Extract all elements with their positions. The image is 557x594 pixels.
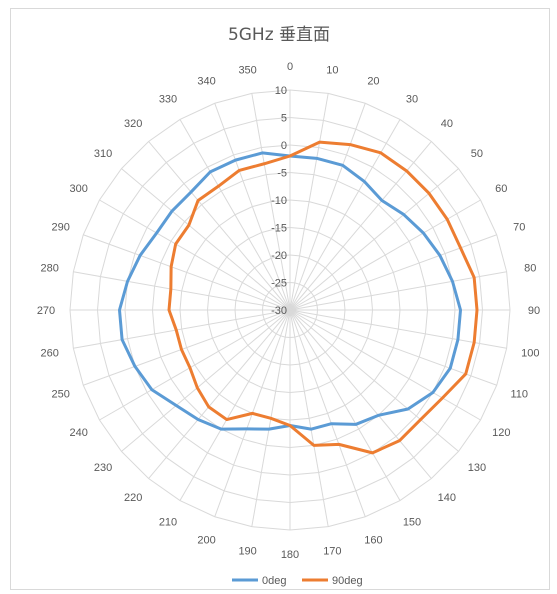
angle-label: 70: [513, 222, 525, 234]
grid-spoke: [289, 168, 459, 311]
angle-label: 210: [159, 516, 177, 528]
angle-label: 230: [94, 462, 112, 474]
grid-spoke: [289, 309, 507, 349]
legend: 0deg 90deg: [232, 575, 363, 587]
angle-labels: 0 102030405060708090100110120130140150160…: [37, 61, 540, 561]
angle-label: 330: [159, 94, 177, 106]
grid-spoke: [289, 141, 432, 311]
chart-frame: [10, 8, 550, 590]
grid-spoke: [289, 309, 432, 479]
angle-label: 260: [41, 347, 59, 359]
angle-label: 270: [37, 305, 55, 317]
radial-tick-label: -5: [277, 168, 287, 180]
angle-label: 30: [406, 94, 418, 106]
angle-label: 160: [364, 534, 382, 546]
angle-label: 150: [403, 516, 421, 528]
grid-spoke: [148, 141, 291, 311]
grid-spoke: [289, 309, 329, 527]
angle-label: 240: [70, 427, 88, 439]
angle-label: 310: [94, 148, 112, 160]
angle-label: 120: [492, 427, 510, 439]
grid-spoke: [289, 309, 481, 421]
angle-label: 80: [524, 263, 536, 275]
grid-spoke: [73, 309, 291, 349]
angle-label: 20: [367, 76, 379, 88]
grid-spoke: [73, 271, 291, 311]
grid-spoke: [289, 309, 366, 517]
legend-label: 90deg: [332, 575, 363, 587]
angle-label: 50: [471, 148, 483, 160]
radial-tick-label: 5: [281, 113, 287, 125]
grid-spoke: [179, 309, 291, 501]
angle-label: 130: [468, 462, 486, 474]
grid-spoke: [289, 103, 366, 311]
angle-label: 300: [70, 183, 88, 195]
grid-spoke: [289, 234, 497, 311]
radial-tick-label: 0: [281, 140, 287, 152]
radial-tick-labels: 10 5 0 -5 -10 -15 -20 -25 -30: [271, 85, 287, 317]
grid-spoke: [289, 199, 481, 311]
grid-spoke: [289, 93, 329, 311]
grid-spoke: [289, 309, 459, 452]
grid-spoke: [99, 199, 291, 311]
radial-tick-label: -30: [271, 305, 287, 317]
grid-spoke: [83, 309, 291, 386]
chart-title: 5GHz 垂直面: [228, 25, 330, 45]
angle-label: 340: [197, 76, 215, 88]
grid-spoke: [83, 234, 291, 311]
grid-spoke: [251, 93, 291, 311]
polar-grid: [69, 89, 511, 531]
radial-tick-label: -20: [271, 250, 287, 262]
angle-label: 220: [124, 492, 142, 504]
grid-spoke: [289, 271, 507, 311]
series-lines: [118, 140, 479, 455]
angle-label: 0: [287, 61, 293, 73]
radial-tick-label: -25: [271, 278, 287, 290]
grid-spoke: [289, 309, 497, 386]
angle-label: 250: [52, 388, 70, 400]
grid-spoke: [121, 309, 291, 452]
grid-spoke: [179, 119, 291, 311]
angle-label: 100: [521, 347, 539, 359]
angle-label: 280: [41, 263, 59, 275]
angle-label: 180: [281, 549, 299, 561]
angle-label: 90: [528, 305, 540, 317]
angle-label: 110: [511, 388, 529, 400]
angle-label: 320: [124, 118, 142, 130]
angle-label: 10: [326, 65, 338, 77]
grid-spoke: [289, 309, 401, 501]
series-line-90deg: [167, 140, 479, 455]
grid-spoke: [148, 309, 291, 479]
angle-label: 60: [495, 183, 507, 195]
legend-label: 0deg: [262, 575, 286, 587]
angle-label: 40: [441, 118, 453, 130]
radial-tick-label: -10: [271, 195, 287, 207]
angle-label: 140: [438, 492, 456, 504]
grid-spoke: [289, 119, 401, 311]
angle-label: 170: [323, 545, 341, 557]
radial-tick-label: 10: [275, 85, 287, 97]
grid-spoke: [121, 168, 291, 311]
radial-tick-label: -15: [271, 223, 287, 235]
grid-spoke: [99, 309, 291, 421]
angle-label: 350: [238, 65, 256, 77]
grid-spoke: [214, 103, 291, 311]
angle-label: 290: [52, 222, 70, 234]
angle-label: 190: [238, 545, 256, 557]
angle-label: 200: [197, 534, 215, 546]
